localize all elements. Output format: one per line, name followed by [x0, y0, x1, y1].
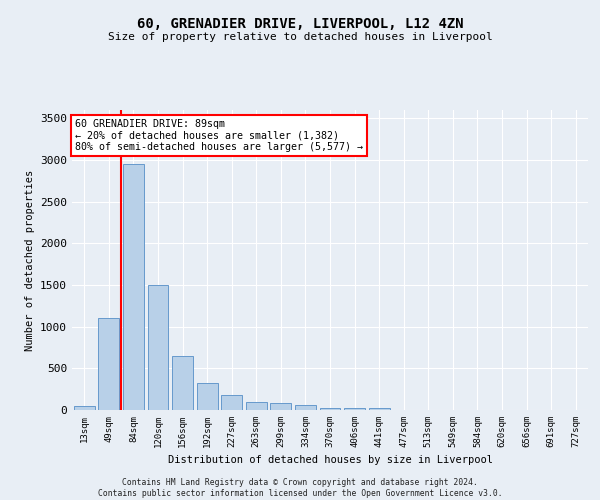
Bar	[368, 408, 389, 410]
Bar	[295, 406, 316, 410]
Bar	[271, 403, 292, 410]
Text: Size of property relative to detached houses in Liverpool: Size of property relative to detached ho…	[107, 32, 493, 42]
Bar	[148, 285, 169, 410]
Bar	[197, 382, 218, 410]
Bar	[172, 356, 193, 410]
Bar	[98, 318, 119, 410]
X-axis label: Distribution of detached houses by size in Liverpool: Distribution of detached houses by size …	[167, 456, 493, 466]
Bar	[320, 408, 340, 410]
Text: 60, GRENADIER DRIVE, LIVERPOOL, L12 4ZN: 60, GRENADIER DRIVE, LIVERPOOL, L12 4ZN	[137, 18, 463, 32]
Y-axis label: Number of detached properties: Number of detached properties	[25, 170, 35, 350]
Bar	[221, 395, 242, 410]
Text: Contains HM Land Registry data © Crown copyright and database right 2024.
Contai: Contains HM Land Registry data © Crown c…	[98, 478, 502, 498]
Bar	[246, 402, 267, 410]
Bar	[344, 408, 365, 410]
Bar	[74, 406, 95, 410]
Bar	[123, 164, 144, 410]
Text: 60 GRENADIER DRIVE: 89sqm
← 20% of detached houses are smaller (1,382)
80% of se: 60 GRENADIER DRIVE: 89sqm ← 20% of detac…	[74, 119, 362, 152]
